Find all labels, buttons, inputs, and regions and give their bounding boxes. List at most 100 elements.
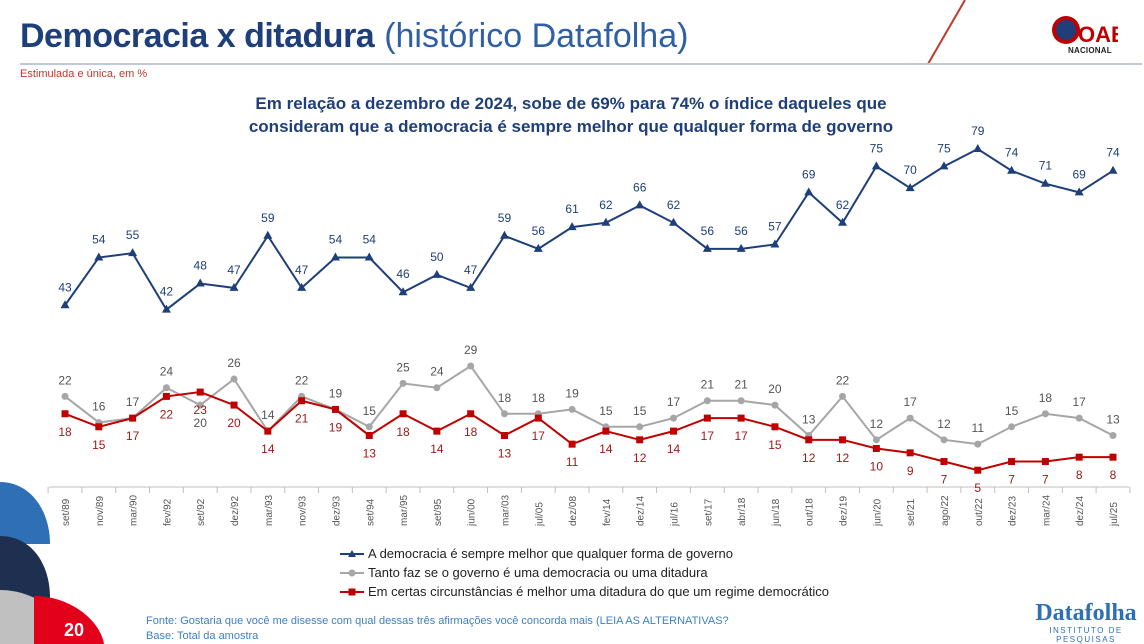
data-label: 57 — [768, 219, 782, 233]
legend-item-democracy: A democracia é sempre melhor que qualque… — [340, 544, 829, 563]
data-point — [534, 414, 542, 422]
data-label: 8 — [1076, 468, 1083, 482]
data-label: 14 — [667, 442, 681, 456]
data-label: 24 — [430, 365, 444, 379]
data-point — [771, 423, 779, 431]
x-tick-label: dez/23 — [1008, 496, 1019, 526]
data-point — [636, 423, 644, 431]
data-label: 61 — [565, 202, 579, 216]
data-label: 12 — [633, 451, 647, 465]
data-label: 47 — [464, 263, 478, 277]
source-note: Fonte: Gostaria que você me disesse com … — [146, 615, 729, 627]
data-label: 48 — [194, 259, 208, 273]
data-point — [602, 427, 610, 435]
x-tick-label: dez/92 — [230, 496, 241, 526]
data-point — [974, 466, 982, 474]
data-point — [567, 222, 577, 231]
data-label: 7 — [941, 473, 948, 487]
data-label: 75 — [870, 141, 884, 155]
data-point — [568, 440, 576, 448]
x-tick-label: set/92 — [196, 498, 207, 526]
data-point — [905, 183, 915, 192]
data-point — [162, 384, 170, 392]
corner-decoration — [0, 482, 104, 644]
x-tick-label: set/94 — [365, 498, 376, 526]
data-label: 66 — [633, 180, 647, 194]
data-label: 20 — [768, 382, 782, 396]
x-tick-label: set/95 — [433, 498, 444, 526]
legend-marker-circle — [340, 569, 364, 576]
data-point — [60, 300, 70, 309]
data-label: 17 — [1073, 395, 1087, 409]
x-tick-label: abr/18 — [737, 497, 748, 526]
x-tick-label: jul/25 — [1109, 502, 1120, 527]
data-label: 20 — [227, 416, 241, 430]
data-label: 69 — [802, 167, 816, 181]
data-point — [839, 436, 847, 444]
data-point — [871, 161, 881, 170]
data-label: 42 — [160, 285, 174, 299]
data-label: 13 — [498, 446, 512, 460]
title-divider — [20, 63, 1142, 65]
data-point — [61, 410, 69, 418]
data-label: 59 — [261, 211, 275, 225]
page-number: 20 — [64, 620, 85, 640]
data-label: 62 — [667, 198, 681, 212]
data-point — [805, 436, 813, 444]
data-point — [601, 217, 611, 226]
series-line-1 — [64, 364, 1114, 446]
logo-text: OAB — [1078, 22, 1118, 47]
subtitle: Estimulada e única, em % — [20, 68, 148, 80]
data-point — [399, 379, 407, 387]
data-point — [298, 397, 306, 405]
data-label: 19 — [329, 420, 343, 434]
data-point — [906, 414, 914, 422]
data-point — [399, 410, 407, 418]
data-label: 17 — [126, 429, 140, 443]
data-point — [1041, 458, 1049, 466]
data-label: 56 — [701, 224, 715, 238]
data-label: 18 — [532, 391, 546, 405]
data-label: 23 — [194, 403, 208, 417]
data-label: 74 — [1106, 146, 1120, 160]
data-label: 18 — [396, 425, 410, 439]
data-label: 5 — [974, 481, 981, 495]
data-label: 12 — [870, 417, 884, 431]
data-point — [906, 449, 914, 457]
data-point — [771, 401, 779, 409]
data-label: 8 — [1110, 468, 1117, 482]
data-point — [974, 440, 982, 448]
x-tick-label: jun/18 — [771, 498, 782, 527]
data-label: 21 — [701, 378, 715, 392]
data-point — [804, 187, 814, 196]
data-point — [1109, 431, 1117, 439]
data-label: 14 — [261, 408, 275, 422]
data-point — [737, 397, 745, 405]
series-line-0 — [64, 147, 1114, 312]
data-point — [669, 217, 679, 226]
data-label: 16 — [92, 399, 106, 413]
logo-label: NACIONAL — [1068, 46, 1112, 55]
data-point — [466, 282, 476, 291]
data-label: 54 — [329, 233, 343, 247]
data-point — [1074, 187, 1084, 196]
data-label: 22 — [160, 407, 174, 421]
data-point — [500, 410, 508, 418]
x-axis: set/89 nov/89 mar/90 fev/92 set/92 dez/92 mar/… — [47, 486, 1131, 527]
data-point — [737, 414, 745, 422]
x-tick-label: nov/93 — [298, 496, 309, 526]
data-point — [1041, 410, 1049, 418]
data-label: 55 — [126, 228, 140, 242]
data-point — [703, 397, 711, 405]
data-point — [196, 388, 204, 396]
data-point — [940, 436, 948, 444]
data-label: 11 — [566, 455, 579, 469]
x-tick-label: dez/24 — [1075, 496, 1086, 526]
data-label: 17 — [667, 395, 681, 409]
x-tick-label: jun/00 — [467, 498, 478, 527]
data-point — [1075, 414, 1083, 422]
data-point — [1109, 453, 1117, 461]
data-label: 17 — [701, 429, 715, 443]
data-point — [433, 384, 441, 392]
